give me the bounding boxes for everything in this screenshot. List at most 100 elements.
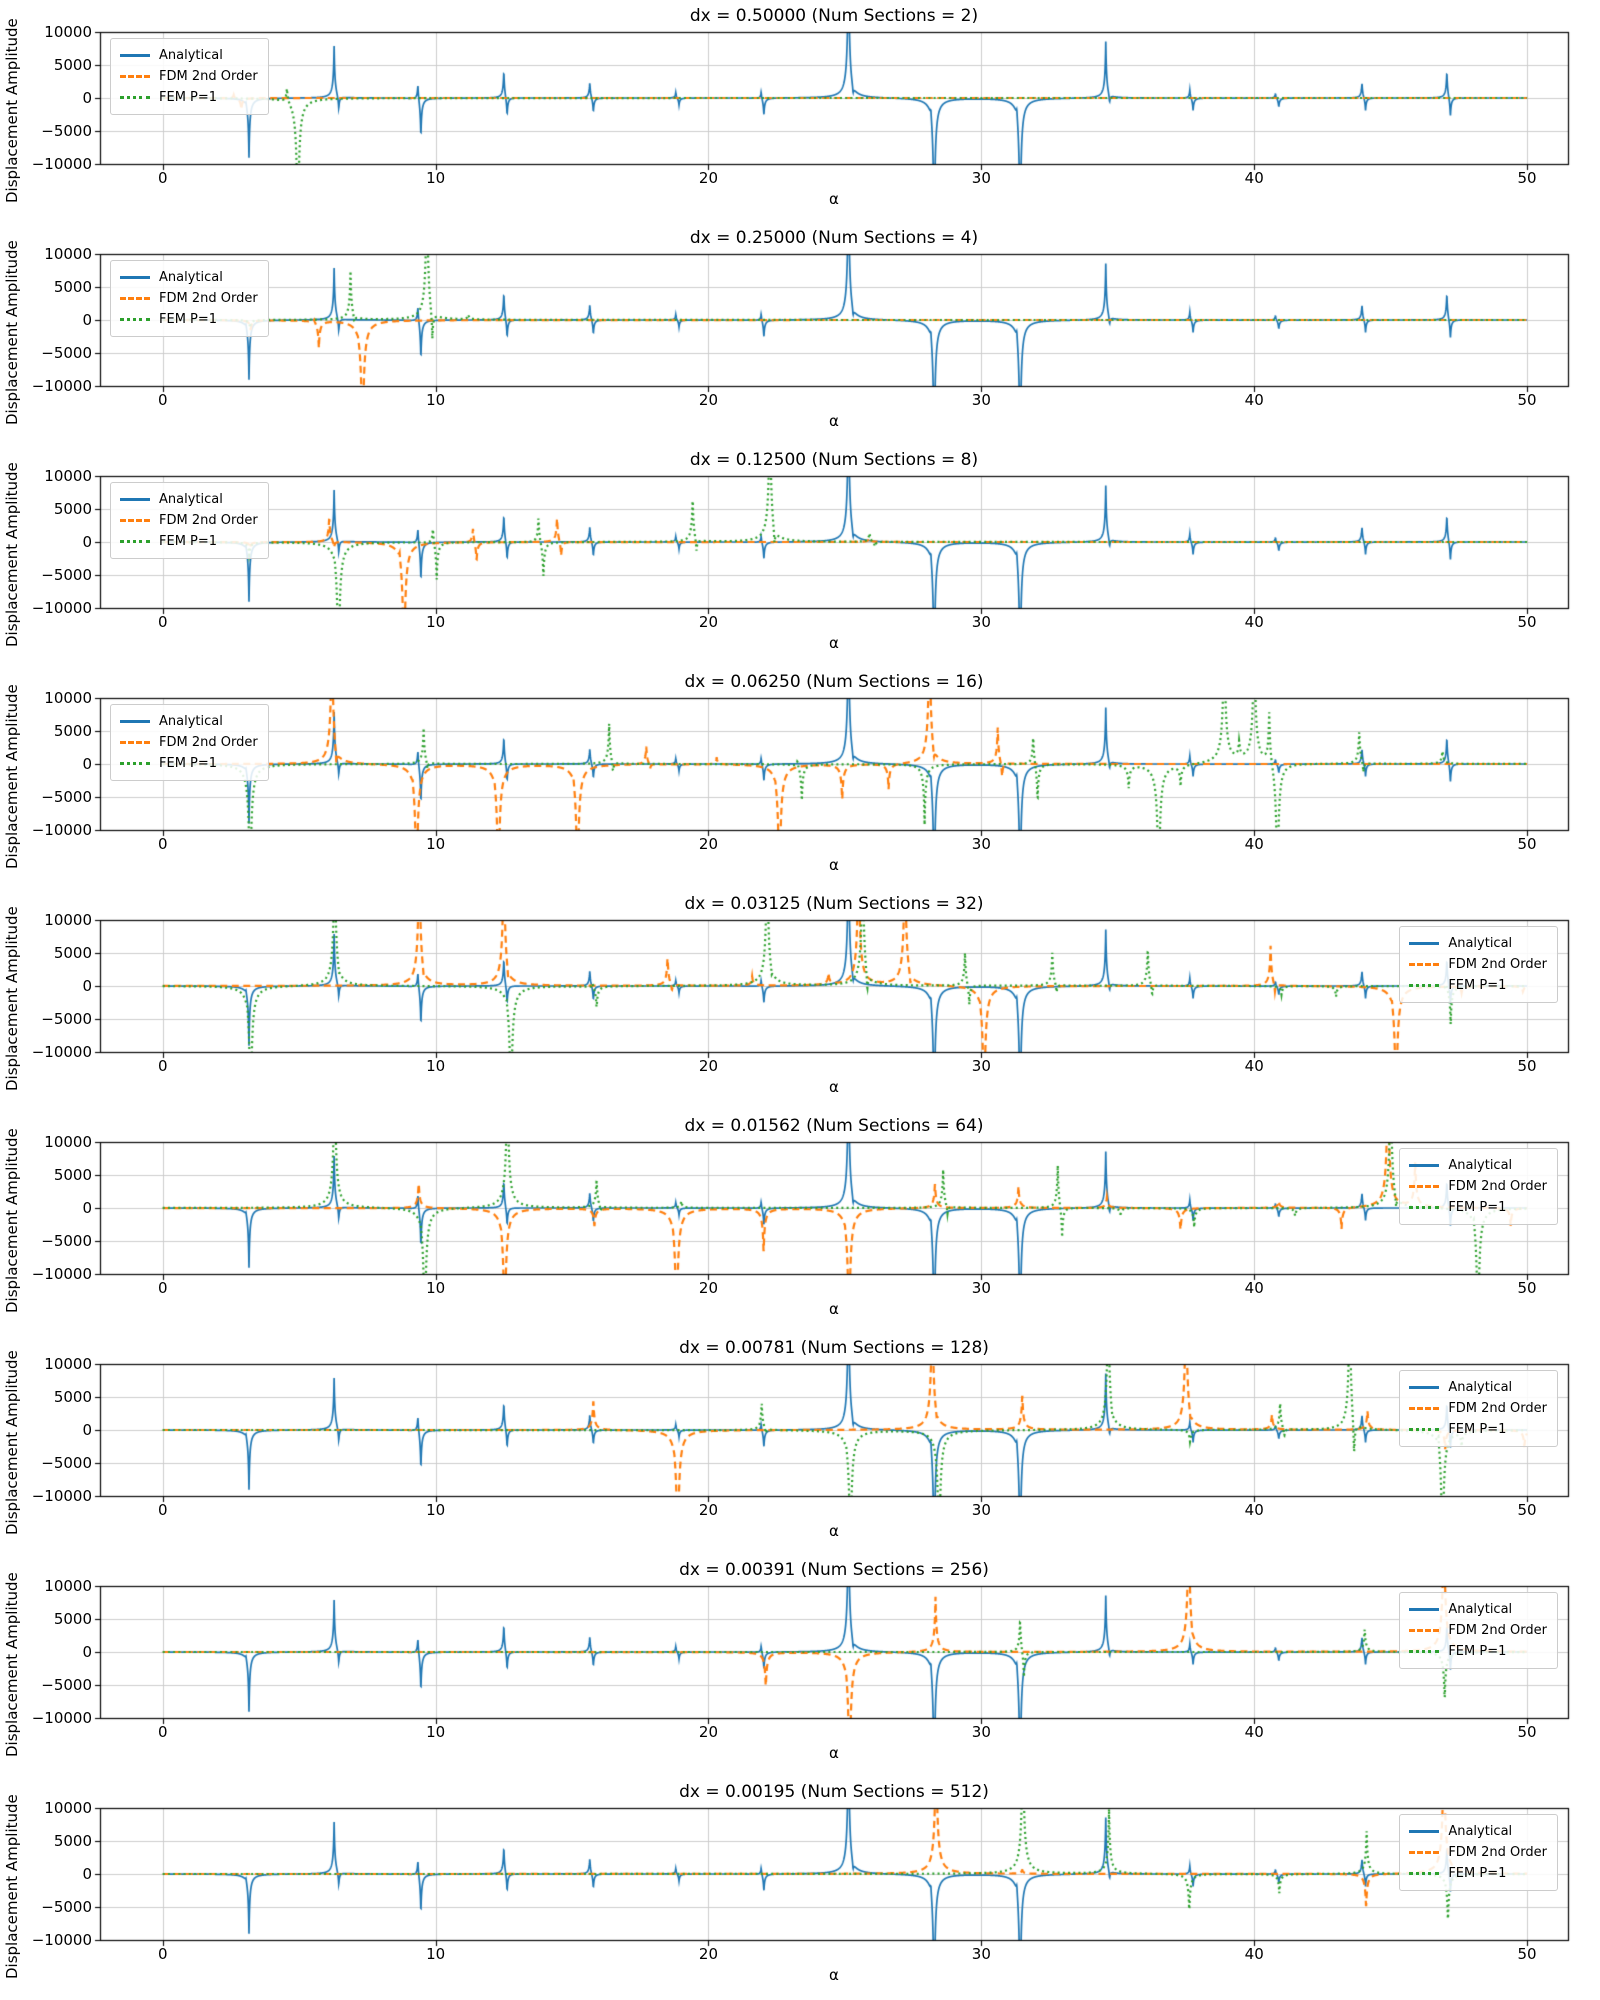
x-tick-label: 40: [1244, 613, 1264, 631]
subplot-title: dx = 0.06250 (Num Sections = 16): [684, 672, 984, 692]
legend-line-sample-dotted: [120, 318, 150, 321]
legend-line-sample-solid: [120, 720, 150, 723]
x-tick-label: 50: [1517, 1279, 1537, 1297]
legend-line-sample-dashed: [120, 297, 150, 300]
legend-line-sample-dotted: [1409, 1650, 1440, 1653]
legend-label: FEM P=1: [1448, 1644, 1507, 1659]
y-tick-label: −5000: [41, 122, 92, 140]
legend-entry: FEM P=1: [120, 309, 258, 330]
y-tick-label: −10000: [31, 821, 92, 839]
x-tick-label: 50: [1517, 391, 1537, 409]
x-tick-label: 40: [1244, 1501, 1264, 1519]
legend-line-sample-dashed: [120, 75, 150, 78]
legend-line-sample-dotted: [1409, 1428, 1440, 1431]
y-tick-label: −10000: [31, 1931, 92, 1949]
x-tick-label: 30: [971, 1279, 991, 1297]
legend-line-sample-solid: [1409, 1386, 1440, 1389]
subplot-title: dx = 0.00195 (Num Sections = 512): [679, 1782, 989, 1802]
legend-line-sample-solid: [1409, 1830, 1440, 1833]
x-tick-label: 30: [971, 391, 991, 409]
legend-entry: Analytical: [120, 267, 258, 288]
x-tick-label: 20: [698, 835, 719, 853]
y-tick-label: 0: [82, 311, 92, 329]
y-tick-label: 5000: [53, 500, 92, 518]
y-tick-label: 10000: [44, 689, 92, 707]
y-tick-label: 10000: [44, 1577, 92, 1595]
x-tick-label: 20: [698, 169, 719, 187]
plot-canvas: [0, 888, 1600, 1110]
legend-label: FEM P=1: [159, 756, 218, 771]
legend-line-sample-dashed: [1409, 1185, 1440, 1188]
x-tick-label: 50: [1517, 1057, 1537, 1075]
legend-line-sample-dotted: [1409, 1872, 1440, 1875]
legend-label: FDM 2nd Order: [159, 291, 258, 306]
legend-line-sample-dotted: [120, 96, 150, 99]
subplot-4: dx = 0.06250 (Num Sections = 16) Displac…: [0, 666, 1600, 888]
x-tick-label: 0: [157, 1723, 168, 1741]
y-tick-label: −5000: [41, 566, 92, 584]
y-tick-label: −5000: [41, 1898, 92, 1916]
legend-label: FDM 2nd Order: [1448, 1623, 1547, 1638]
legend-label: FDM 2nd Order: [1448, 1401, 1547, 1416]
x-tick-label: 40: [1244, 1945, 1264, 1963]
y-tick-label: −5000: [41, 1232, 92, 1250]
legend-entry: Analytical: [1409, 1377, 1547, 1398]
subplot-title: dx = 0.12500 (Num Sections = 8): [689, 450, 979, 470]
y-tick-label: 0: [82, 1421, 92, 1439]
x-tick-label: 0: [157, 1279, 168, 1297]
legend-label: FDM 2nd Order: [1448, 1845, 1547, 1860]
x-axis-label: α: [829, 412, 839, 430]
y-tick-label: 5000: [53, 1832, 92, 1850]
legend-line-sample-dotted: [1409, 1206, 1440, 1209]
y-tick-label: 10000: [44, 1355, 92, 1373]
y-tick-label: −5000: [41, 344, 92, 362]
y-tick-label: −5000: [41, 1676, 92, 1694]
legend-label: Analytical: [159, 492, 223, 507]
x-tick-label: 10: [426, 613, 446, 631]
subplot-1: dx = 0.50000 (Num Sections = 2) Displace…: [0, 0, 1600, 222]
x-tick-label: 20: [698, 1723, 719, 1741]
legend-entry: FDM 2nd Order: [1409, 1842, 1547, 1863]
legend-entry: Analytical: [120, 489, 258, 510]
subplot-3: dx = 0.12500 (Num Sections = 8) Displace…: [0, 444, 1600, 666]
y-tick-label: 0: [82, 89, 92, 107]
x-tick-label: 10: [426, 1945, 446, 1963]
x-tick-label: 0: [157, 1501, 168, 1519]
subplot-8: dx = 0.00391 (Num Sections = 256) Displa…: [0, 1554, 1600, 1776]
legend: Analytical FDM 2nd Order FEM P=1: [1399, 1814, 1558, 1891]
legend-label: FEM P=1: [1448, 1866, 1507, 1881]
y-tick-label: 5000: [53, 722, 92, 740]
legend-entry: FEM P=1: [1409, 1641, 1547, 1662]
subplot-title: dx = 0.25000 (Num Sections = 4): [689, 228, 979, 248]
y-tick-label: 10000: [44, 23, 92, 41]
y-tick-label: −10000: [31, 1265, 92, 1283]
legend-line-sample-dashed: [120, 741, 150, 744]
legend-entry: FDM 2nd Order: [120, 288, 258, 309]
y-tick-label: 10000: [44, 467, 92, 485]
y-tick-label: −10000: [31, 155, 92, 173]
x-axis-label: α: [829, 1078, 839, 1096]
legend-line-sample-dashed: [1409, 1851, 1440, 1854]
x-tick-label: 20: [698, 1945, 719, 1963]
legend-entry: FEM P=1: [120, 531, 258, 552]
y-tick-label: 0: [82, 1199, 92, 1217]
subplot-title: dx = 0.50000 (Num Sections = 2): [689, 6, 979, 26]
legend-label: FDM 2nd Order: [1448, 1179, 1547, 1194]
legend-label: FDM 2nd Order: [159, 513, 258, 528]
legend-line-sample-dashed: [1409, 1629, 1440, 1632]
y-tick-label: −10000: [31, 1709, 92, 1727]
x-tick-label: 40: [1244, 1057, 1264, 1075]
legend-label: FDM 2nd Order: [1448, 957, 1547, 972]
legend-line-sample-dashed: [1409, 1407, 1440, 1410]
subplot-5: dx = 0.03125 (Num Sections = 32) Displac…: [0, 888, 1600, 1110]
legend-entry: Analytical: [1409, 1155, 1547, 1176]
subplot-7: dx = 0.00781 (Num Sections = 128) Displa…: [0, 1332, 1600, 1554]
plot-canvas: [0, 1110, 1600, 1332]
subplot-2: dx = 0.25000 (Num Sections = 4) Displace…: [0, 222, 1600, 444]
x-axis-label: α: [829, 1744, 839, 1762]
x-tick-label: 30: [971, 1057, 991, 1075]
x-tick-label: 0: [157, 391, 168, 409]
x-tick-label: 10: [426, 169, 446, 187]
y-tick-label: 5000: [53, 278, 92, 296]
legend-entry: FDM 2nd Order: [1409, 1620, 1547, 1641]
